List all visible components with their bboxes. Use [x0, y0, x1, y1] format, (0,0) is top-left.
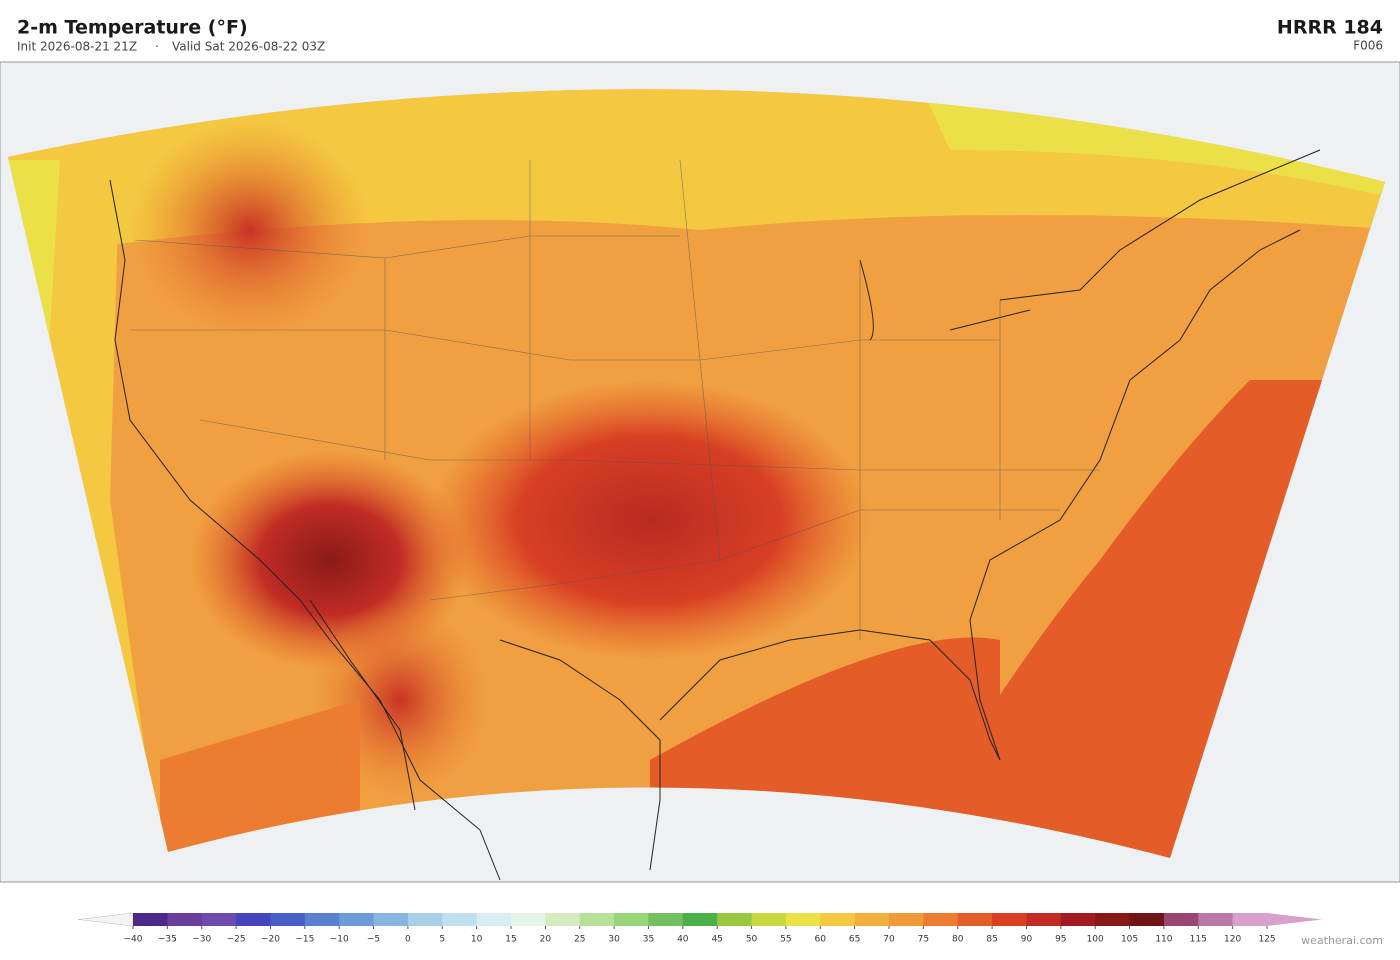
colorbar-bin — [751, 913, 787, 926]
colorbar-tick-label: 15 — [505, 935, 516, 945]
colorbar-bin — [270, 913, 306, 926]
credit: weatherai.com — [1301, 934, 1383, 947]
colorbar-tick-label: 5 — [439, 935, 445, 945]
colorbar-bin — [304, 913, 340, 926]
valid-time: Valid Sat 2026-08-22 03Z — [172, 40, 325, 54]
colorbar-tick-label: 115 — [1190, 935, 1207, 945]
colorbar-tick-label: 120 — [1224, 935, 1241, 945]
colorbar-bin — [133, 913, 168, 926]
colorbar-tick-label: 65 — [849, 935, 860, 945]
init-time: Init 2026-08-21 21Z — [17, 40, 137, 54]
colorbar-tick-label: −20 — [261, 935, 280, 945]
colorbar-tick-label: 50 — [746, 935, 758, 945]
colorbar-tick-label: 105 — [1121, 935, 1138, 945]
colorbar-bin — [236, 913, 271, 926]
colorbar-tick-label: 75 — [918, 935, 929, 945]
colorbar-bin — [167, 913, 203, 926]
forecast-hour: F006 — [1353, 39, 1383, 53]
colorbar-bin — [957, 913, 993, 926]
model: HRRR 184 — [1277, 17, 1383, 39]
map — [0, 61, 1400, 883]
colorbar-tick-label: 40 — [677, 935, 689, 945]
colorbar-tick-label: −25 — [227, 935, 246, 945]
colorbar-tick-label: 125 — [1258, 935, 1275, 945]
colorbar-bin — [682, 913, 718, 926]
colorbar-tick-label: 90 — [1021, 935, 1033, 945]
colorbar-tick-label: 10 — [471, 935, 483, 945]
colorbar-bin — [1026, 913, 1062, 926]
colorbar-bin — [1129, 913, 1165, 926]
colorbar-tick-label: 20 — [540, 935, 552, 945]
coastlines — [109, 149, 1321, 881]
separator: · — [155, 40, 159, 54]
colorbar-bin — [614, 913, 649, 926]
colorbar-tick-label: 35 — [643, 935, 654, 945]
colorbar-tick-label: 30 — [608, 935, 620, 945]
title: 2-m Temperature (°F) — [17, 17, 248, 39]
colorbar-tick-label: 70 — [883, 935, 895, 945]
colorbar-bin — [1198, 913, 1234, 926]
colorbar-tick-label: −30 — [192, 935, 211, 945]
colorbar-tick-label: 25 — [574, 935, 585, 945]
colorbar-bin — [579, 913, 615, 926]
colorbar-bin — [854, 913, 890, 926]
colorbar-tick-label: 95 — [1055, 935, 1066, 945]
colorbar-bin — [201, 913, 237, 926]
colorbar-bin — [1163, 913, 1199, 926]
colorbar-bin — [648, 913, 684, 926]
colorbar-tick-label: −40 — [124, 935, 143, 945]
colorbar-tick-label: 100 — [1087, 935, 1104, 945]
colorbar-tick-label: −15 — [295, 935, 314, 945]
colorbar-bin — [1232, 913, 1268, 926]
colorbar-bin — [339, 913, 375, 926]
colorbar-bin — [1095, 913, 1131, 926]
colorbar-bin — [992, 913, 1027, 926]
colorbar-over — [1267, 913, 1322, 926]
colorbar-bin — [820, 913, 856, 926]
colorbar-tick-label: −35 — [158, 935, 177, 945]
colorbar-tick-label: 45 — [711, 935, 722, 945]
colorbar-tick-label: −5 — [367, 935, 380, 945]
colorbar-bin — [373, 913, 409, 926]
colorbar-bin — [923, 913, 959, 926]
colorbar-tick-label: 55 — [780, 935, 791, 945]
colorbar-tick-label: 85 — [986, 935, 997, 945]
colorbar-bin — [476, 913, 512, 926]
colorbar-bin — [717, 913, 753, 926]
colorbar-bin — [511, 913, 546, 926]
colorbar-bin — [545, 913, 581, 926]
colorbar-tick-label: 0 — [405, 935, 411, 945]
colorbar-under — [77, 912, 134, 927]
colorbar-tick-label: 60 — [815, 935, 827, 945]
colorbar: −40 −35 −30 −25 −20 −15 −10 −5 0 5 10 15 20 25 30 35 40 4… — [77, 912, 1322, 945]
colorbar-tick-label: 80 — [952, 935, 964, 945]
colorbar-bin — [442, 913, 478, 926]
colorbar-bin — [1060, 913, 1096, 926]
temperature-field — [8, 89, 1385, 858]
colorbar-bin — [785, 913, 821, 926]
colorbar-tick-label: −10 — [330, 935, 349, 945]
colorbar-bin — [407, 913, 443, 926]
colorbar-tick-label: 110 — [1155, 935, 1172, 945]
state-borders — [130, 159, 1100, 640]
colorbar-bin — [889, 913, 924, 926]
